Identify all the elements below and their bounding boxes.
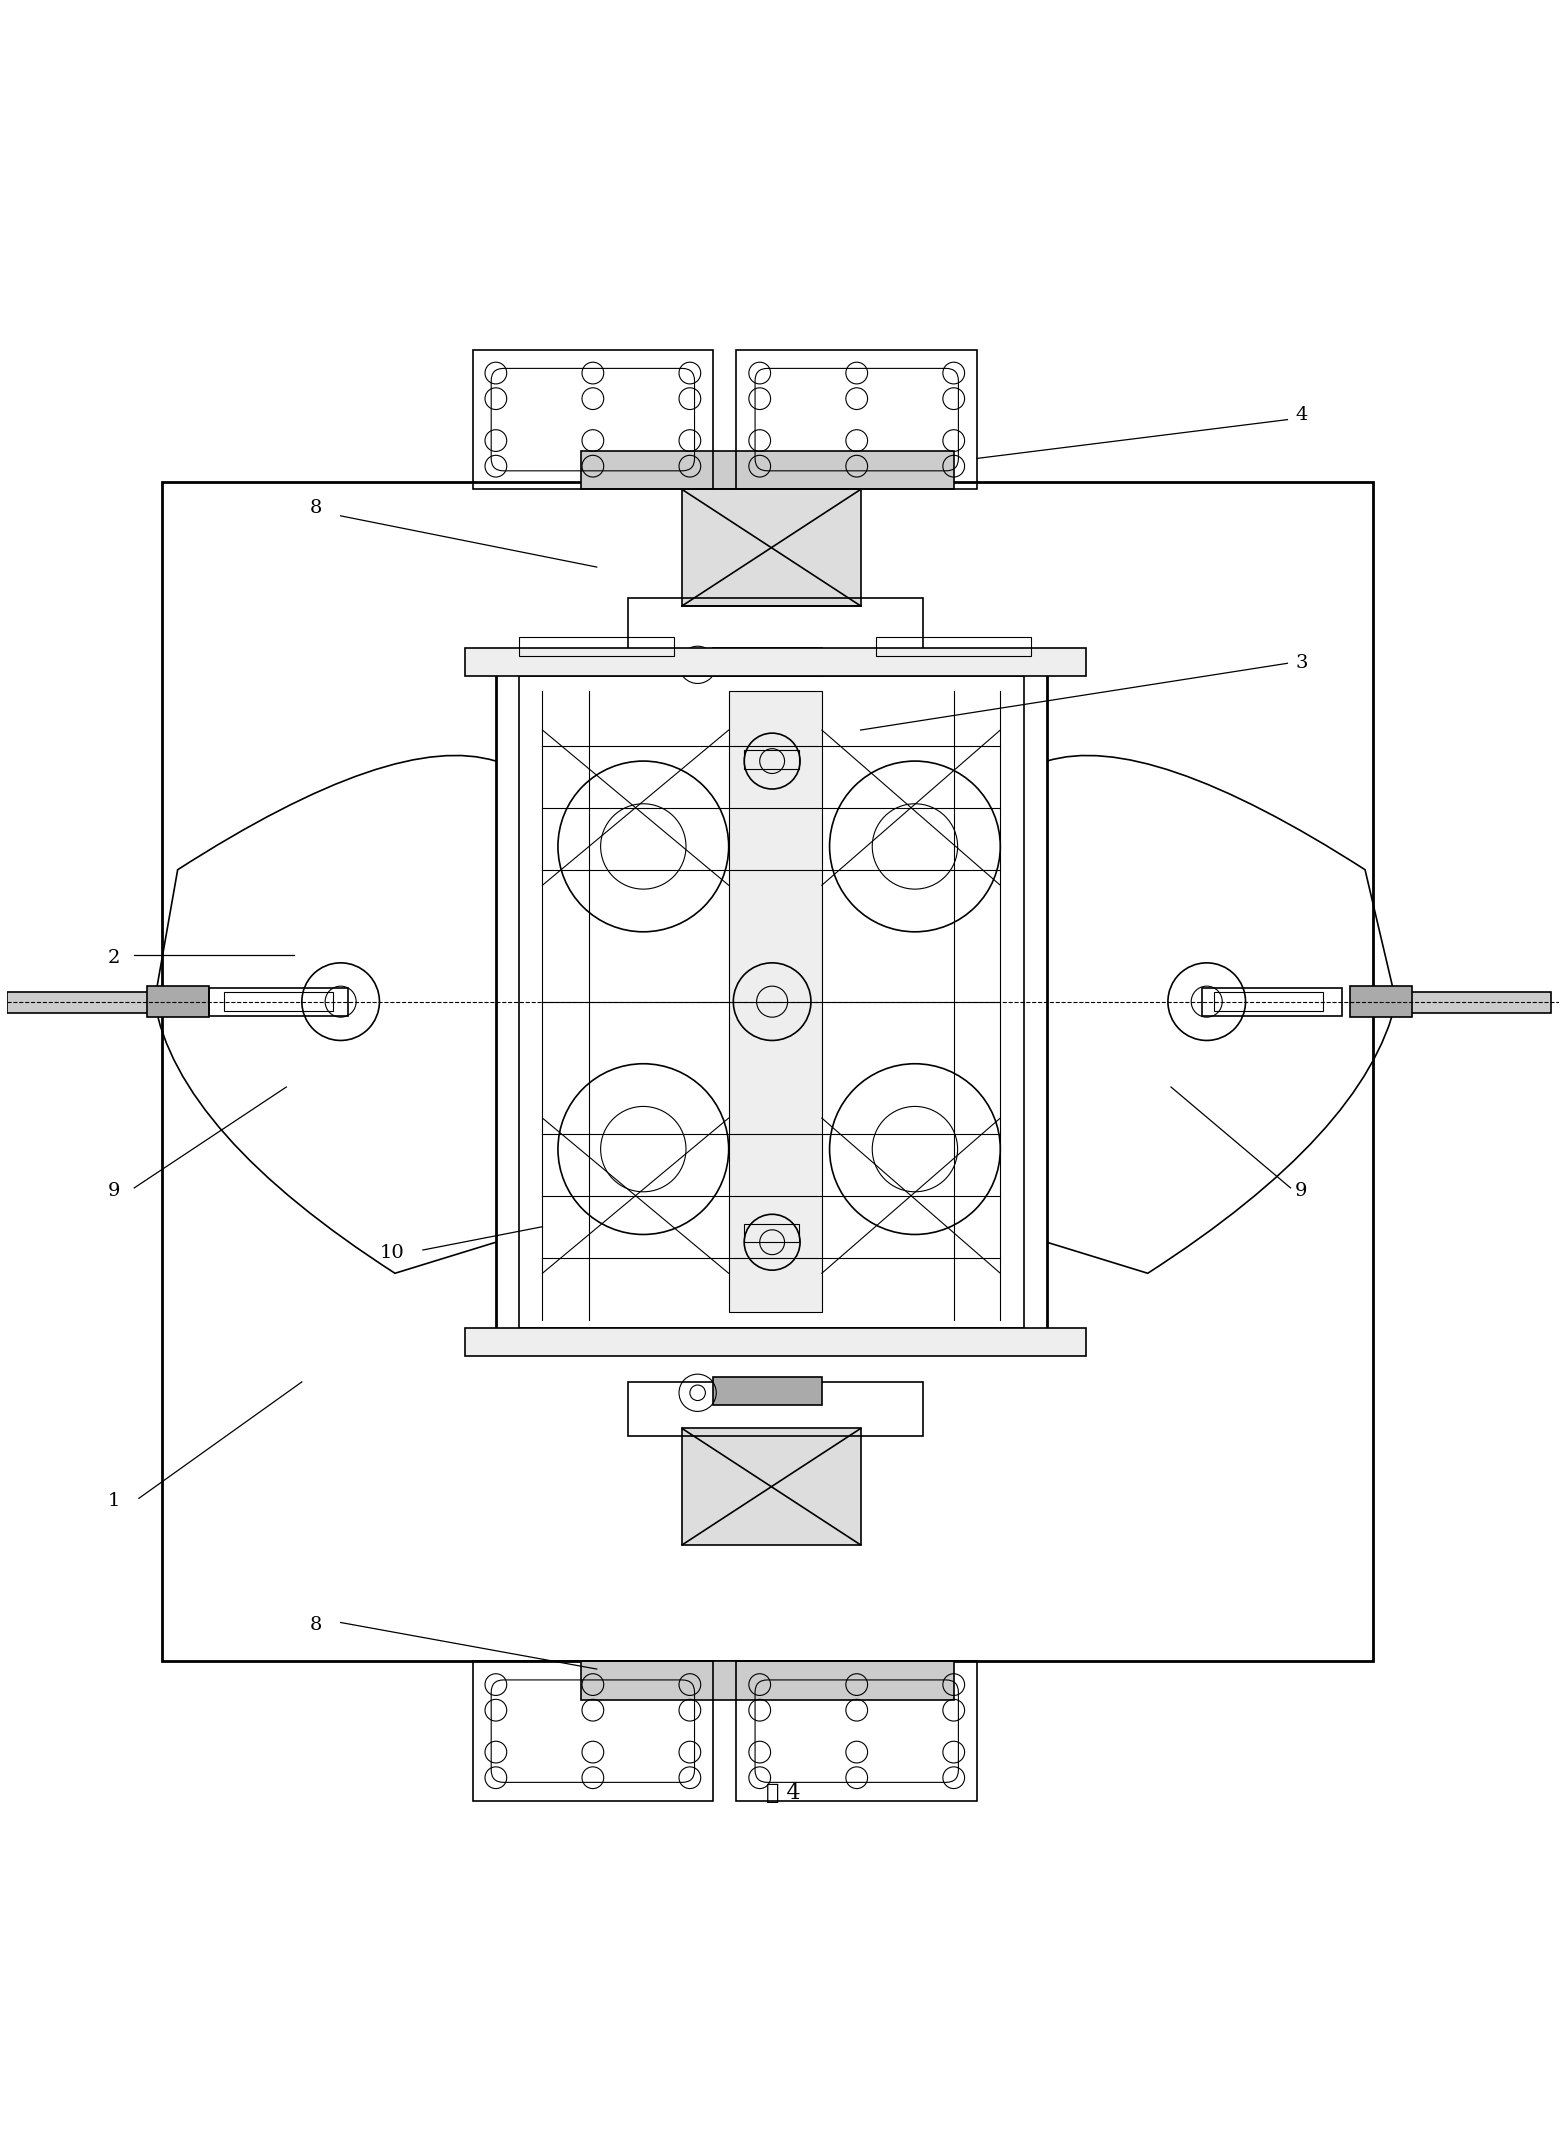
Text: 图 4: 图 4 bbox=[766, 1783, 800, 1804]
Bar bbox=[1395, 992, 1552, 1011]
Bar bbox=[6, 992, 163, 1011]
Bar bbox=[1203, 988, 1342, 1016]
Bar bbox=[520, 675, 1024, 1329]
Bar bbox=[520, 636, 675, 656]
Bar bbox=[628, 1382, 922, 1436]
Bar bbox=[473, 349, 713, 489]
Bar bbox=[744, 1224, 799, 1243]
Bar bbox=[465, 1329, 1085, 1357]
Text: 1: 1 bbox=[108, 1492, 121, 1511]
Bar bbox=[683, 1429, 861, 1545]
Bar bbox=[465, 647, 1085, 675]
Bar bbox=[208, 988, 348, 1016]
Text: 9: 9 bbox=[1295, 1181, 1308, 1200]
Text: 3: 3 bbox=[1295, 654, 1308, 673]
Bar bbox=[163, 482, 1373, 1661]
Bar bbox=[581, 450, 954, 489]
Bar bbox=[713, 1378, 822, 1406]
Bar bbox=[728, 692, 822, 1312]
Bar bbox=[496, 660, 1046, 1344]
Bar bbox=[147, 986, 208, 1018]
Bar bbox=[875, 636, 1032, 656]
Bar bbox=[736, 1661, 977, 1800]
Bar bbox=[713, 647, 822, 675]
Bar bbox=[683, 489, 861, 606]
Bar bbox=[1215, 992, 1323, 1011]
Text: 8: 8 bbox=[310, 499, 323, 516]
Bar bbox=[705, 654, 752, 675]
Bar bbox=[473, 1661, 713, 1800]
Text: 8: 8 bbox=[310, 1616, 323, 1635]
Bar bbox=[581, 1661, 954, 1699]
Bar bbox=[1350, 986, 1411, 1018]
Bar bbox=[628, 598, 922, 651]
Text: 9: 9 bbox=[108, 1181, 121, 1200]
Bar bbox=[224, 992, 334, 1011]
Text: 10: 10 bbox=[379, 1243, 404, 1262]
Text: 4: 4 bbox=[1295, 405, 1308, 424]
Text: 2: 2 bbox=[108, 949, 121, 966]
Bar bbox=[744, 750, 799, 769]
Bar bbox=[736, 349, 977, 489]
